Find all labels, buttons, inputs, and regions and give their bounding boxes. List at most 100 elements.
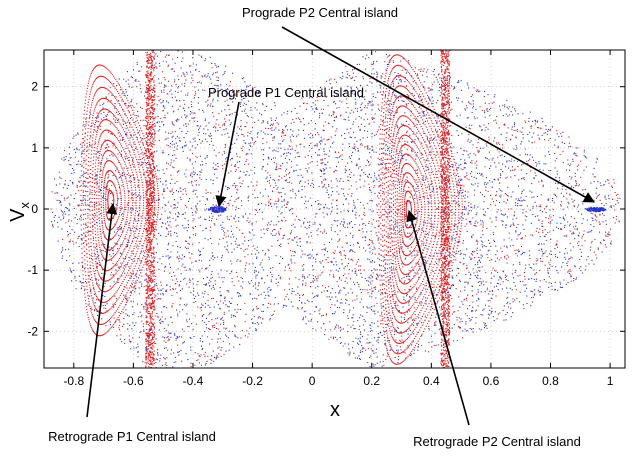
prograde-point — [185, 305, 187, 307]
prograde-point — [248, 100, 250, 102]
prograde-point — [410, 75, 412, 77]
prograde-point — [290, 129, 292, 131]
retrograde-point — [308, 167, 310, 169]
prograde-point — [339, 223, 341, 225]
prograde-point — [151, 63, 153, 65]
prograde-point — [256, 102, 258, 104]
prograde-point — [550, 238, 552, 240]
prograde-point — [327, 161, 329, 163]
retrograde-point — [368, 239, 371, 241]
prograde-point — [590, 224, 592, 226]
prograde-point — [579, 248, 581, 250]
prograde-point — [345, 298, 347, 300]
prograde-point — [158, 170, 160, 172]
retrograde-point — [223, 234, 225, 236]
prograde-point — [451, 275, 453, 277]
prograde-point — [291, 290, 293, 292]
prograde-point — [163, 337, 166, 339]
prograde-point — [514, 285, 516, 287]
prograde-point — [114, 231, 116, 233]
prograde-p2-island-point — [595, 208, 597, 210]
prograde-point — [424, 236, 426, 238]
prograde-point — [418, 100, 420, 102]
prograde-point — [386, 340, 389, 342]
prograde-point — [311, 172, 313, 174]
prograde-point — [455, 230, 457, 232]
prograde-point — [312, 257, 315, 259]
prograde-point — [574, 238, 576, 240]
prograde-point — [461, 301, 463, 303]
prograde-point — [223, 313, 225, 315]
prograde-point — [199, 155, 201, 157]
prograde-point — [581, 213, 583, 215]
prograde-point — [396, 225, 398, 227]
prograde-point — [299, 118, 301, 121]
prograde-point — [338, 290, 341, 292]
prograde-point — [496, 257, 498, 259]
prograde-point — [465, 330, 467, 332]
retrograde-point — [430, 171, 432, 174]
prograde-point — [129, 227, 131, 229]
prograde-point — [270, 123, 272, 125]
prograde-point — [366, 231, 368, 233]
prograde-point — [315, 287, 317, 289]
prograde-point — [315, 306, 317, 308]
prograde-point — [441, 90, 443, 92]
prograde-point — [388, 100, 390, 102]
retrograde-point — [250, 106, 252, 109]
retrograde-point — [430, 89, 432, 91]
prograde-point — [503, 201, 505, 203]
prograde-point — [198, 184, 200, 186]
prograde-orbit-points — [51, 50, 620, 368]
prograde-point — [373, 121, 375, 123]
prograde-point — [87, 304, 89, 306]
prograde-point — [170, 349, 173, 351]
prograde-point — [393, 333, 395, 336]
prograde-point — [520, 232, 522, 234]
prograde-point — [335, 178, 337, 180]
prograde-point — [347, 162, 349, 164]
prograde-point — [494, 311, 496, 313]
prograde-point — [331, 187, 333, 189]
prograde-point — [286, 129, 289, 131]
prograde-point — [432, 100, 434, 102]
retrograde-point — [405, 179, 407, 181]
prograde-point — [541, 134, 543, 136]
prograde-point — [498, 127, 500, 129]
prograde-point — [212, 325, 214, 327]
prograde-point — [366, 306, 368, 308]
retrograde-point — [134, 202, 136, 204]
prograde-point — [494, 94, 496, 96]
prograde-point — [578, 235, 580, 237]
prograde-point — [401, 278, 403, 280]
prograde-point — [231, 143, 233, 145]
prograde-point — [60, 219, 62, 221]
prograde-point — [457, 134, 460, 137]
retrograde-point — [593, 251, 595, 253]
prograde-point — [173, 361, 175, 363]
prograde-point — [373, 268, 375, 270]
prograde-point — [293, 255, 295, 257]
prograde-point — [259, 192, 261, 194]
prograde-point — [393, 227, 395, 229]
prograde-point — [242, 215, 244, 217]
prograde-point — [426, 136, 428, 138]
prograde-point — [382, 283, 384, 285]
prograde-point — [310, 96, 312, 98]
prograde-point — [547, 198, 549, 200]
prograde-point — [129, 123, 131, 125]
prograde-point — [328, 197, 330, 199]
prograde-point — [214, 280, 216, 282]
retrograde-point — [619, 197, 621, 199]
prograde-point — [72, 181, 74, 183]
prograde-point — [522, 209, 524, 211]
prograde-point — [404, 300, 406, 302]
prograde-point — [108, 218, 110, 220]
retrograde-point — [523, 177, 525, 179]
prograde-point — [237, 292, 239, 294]
prograde-point — [572, 233, 574, 235]
retrograde-point — [510, 208, 512, 210]
prograde-point — [273, 303, 275, 305]
prograde-point — [472, 103, 474, 105]
prograde-point — [573, 232, 575, 234]
